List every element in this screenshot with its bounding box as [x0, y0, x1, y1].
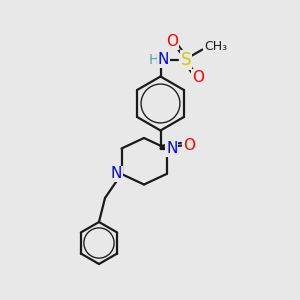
Text: O: O: [192, 70, 204, 85]
Text: N: N: [110, 167, 122, 182]
Text: S: S: [181, 51, 191, 69]
Text: N: N: [166, 141, 178, 156]
Text: H: H: [149, 53, 159, 67]
Text: O: O: [183, 138, 195, 153]
Text: O: O: [167, 34, 178, 50]
Text: N: N: [158, 52, 169, 68]
Text: CH₃: CH₃: [204, 40, 227, 53]
